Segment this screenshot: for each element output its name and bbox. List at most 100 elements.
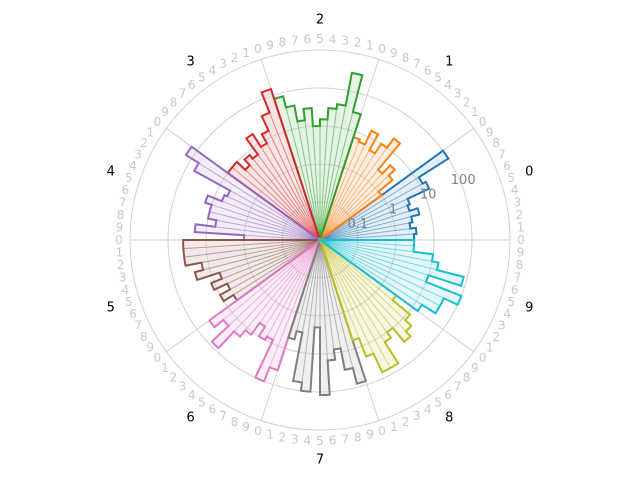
- bar-edge-7-9-0: [319, 239, 358, 384]
- angular-tick-label: 9: [390, 46, 398, 60]
- bar-edge-8-1-0: [319, 239, 367, 357]
- angular-tick-label: 0: [154, 115, 162, 129]
- angular-tick-label: 7: [119, 195, 127, 209]
- bar-edge-6-3-1: [239, 239, 321, 337]
- angular-tick-label: 1: [266, 428, 274, 442]
- sector-label-5: 5: [107, 300, 115, 315]
- bar-edge-7-6-0: [319, 239, 329, 361]
- angular-tick-label: 5: [198, 70, 206, 84]
- bar-edge-6-5-1: [264, 239, 321, 327]
- angular-tick-label: 8: [492, 136, 500, 150]
- bar-edge-8-7-0: [319, 239, 407, 332]
- angular-tick-label: 3: [291, 432, 299, 446]
- angular-tick-label: 5: [507, 171, 515, 185]
- bar-edge-5-8-1: [223, 239, 321, 302]
- bar-edge-1-3-1: [319, 169, 379, 241]
- angular-tick-label: 2: [516, 208, 524, 222]
- bar-edge-6-2-0: [211, 239, 321, 342]
- angular-tick-label: 4: [304, 434, 312, 448]
- sector-outline-8: [318, 237, 413, 374]
- sector-label-2: 2: [316, 13, 324, 28]
- angular-tick-label: 0: [254, 424, 262, 438]
- bar-edge-6-8-1: [263, 239, 321, 382]
- angular-tick-label: 4: [444, 78, 452, 92]
- angular-tick-label: 3: [119, 271, 127, 285]
- bar-edge-2-6-1: [302, 108, 321, 241]
- bar-edge-1-1-1: [319, 175, 389, 241]
- bar-edge-2-7-0: [304, 120, 321, 241]
- angular-tick-label: 1: [517, 220, 525, 234]
- sector-label-0: 0: [525, 165, 533, 180]
- angular-tick-label: 4: [511, 183, 519, 197]
- bar-edge-7-2-1: [301, 239, 321, 383]
- angular-tick-label: 0: [154, 351, 162, 365]
- bar-edge-4-7-1: [215, 226, 321, 241]
- sector-fill-6: [209, 240, 320, 382]
- bar-edge-8-4-0: [319, 239, 386, 343]
- bar-edge-0-6-1: [319, 198, 408, 241]
- bar-edge-1-5-1: [319, 143, 382, 241]
- angular-tick-label: 6: [121, 183, 129, 197]
- bar-edge-6-1-1: [228, 239, 321, 327]
- bar-edge-4-2-0: [229, 190, 321, 241]
- bar-edge-6-4-0: [245, 239, 321, 331]
- angular-tick-label: 8: [516, 258, 524, 272]
- bar-edge-6-9-0: [269, 239, 321, 368]
- bar-edge-6-4-1: [250, 239, 321, 335]
- bar-edge-3-7-0: [249, 164, 321, 241]
- bar-edge-0-1-0: [319, 233, 417, 241]
- angular-tick-label: 8: [170, 95, 178, 109]
- sector-fill-3: [227, 89, 320, 240]
- bar-edge-6-0-1: [214, 239, 321, 328]
- bar-edge-5-1-1: [184, 239, 321, 258]
- bar-edge-3-2-0: [268, 130, 321, 241]
- radial-tick-label-3: 100: [451, 173, 476, 188]
- sector-outline-6: [207, 237, 322, 383]
- bar-edge-5-5-1: [221, 239, 321, 280]
- bar-edge-4-4-1: [205, 202, 321, 241]
- bar-edge-4-6-1: [207, 218, 321, 241]
- angular-tick-label: 2: [402, 415, 410, 429]
- angular-tick-label: 2: [231, 51, 239, 65]
- bar-edge-7-8-1: [319, 239, 354, 369]
- bar-edge-0-8-0: [319, 183, 423, 241]
- bar-edge-9-1-0: [319, 239, 436, 314]
- angular-tick-label: 0: [378, 424, 386, 438]
- angular-tick-label: 5: [434, 70, 442, 84]
- bar-edge-5-3-1: [202, 239, 321, 271]
- bar-edge-3-0-1: [261, 92, 321, 241]
- bar-edge-9-2-1: [319, 239, 445, 299]
- bar-edge-2-2-0: [319, 105, 347, 241]
- bar-edge-5-6-1: [213, 239, 321, 291]
- bar-edge-6-6-1: [264, 239, 321, 341]
- bar-edge-3-3-1: [260, 146, 321, 241]
- bar-edge-0-8-1: [319, 176, 420, 241]
- sector-outline-7: [287, 236, 368, 397]
- angular-tick-label: 1: [390, 420, 398, 434]
- angular-tick-label: 6: [511, 283, 519, 297]
- bar-edge-1-2-0: [319, 169, 396, 241]
- angular-tick-label: 9: [116, 220, 124, 234]
- angular-tick-label: 7: [291, 34, 299, 48]
- sector-fill-2: [274, 72, 363, 240]
- bar-edge-6-7-1: [272, 239, 321, 341]
- bar-edge-9-1-1: [319, 239, 441, 307]
- sector-outline-2: [272, 71, 364, 244]
- angular-tick-label: 9: [517, 246, 525, 260]
- angular-tick-label: 8: [279, 36, 287, 50]
- sector-label-8: 8: [445, 410, 453, 425]
- sector-label-7: 7: [316, 453, 324, 468]
- angular-tick-label: 3: [134, 147, 142, 161]
- bar-edge-2-3-1: [319, 108, 329, 241]
- angular-tick-label: 7: [134, 319, 142, 333]
- bar-edge-2-8-0: [293, 105, 321, 241]
- angular-tick-label: 5: [125, 171, 133, 185]
- bar-edge-7-7-0: [319, 239, 335, 350]
- angular-tick-label: 9: [366, 428, 374, 442]
- bar-edge-5-3-0: [201, 239, 321, 264]
- bar-edge-4-2-1: [226, 195, 321, 241]
- bar-edge-0-1-1: [319, 227, 416, 241]
- bar-edge-0-5-1: [319, 204, 408, 241]
